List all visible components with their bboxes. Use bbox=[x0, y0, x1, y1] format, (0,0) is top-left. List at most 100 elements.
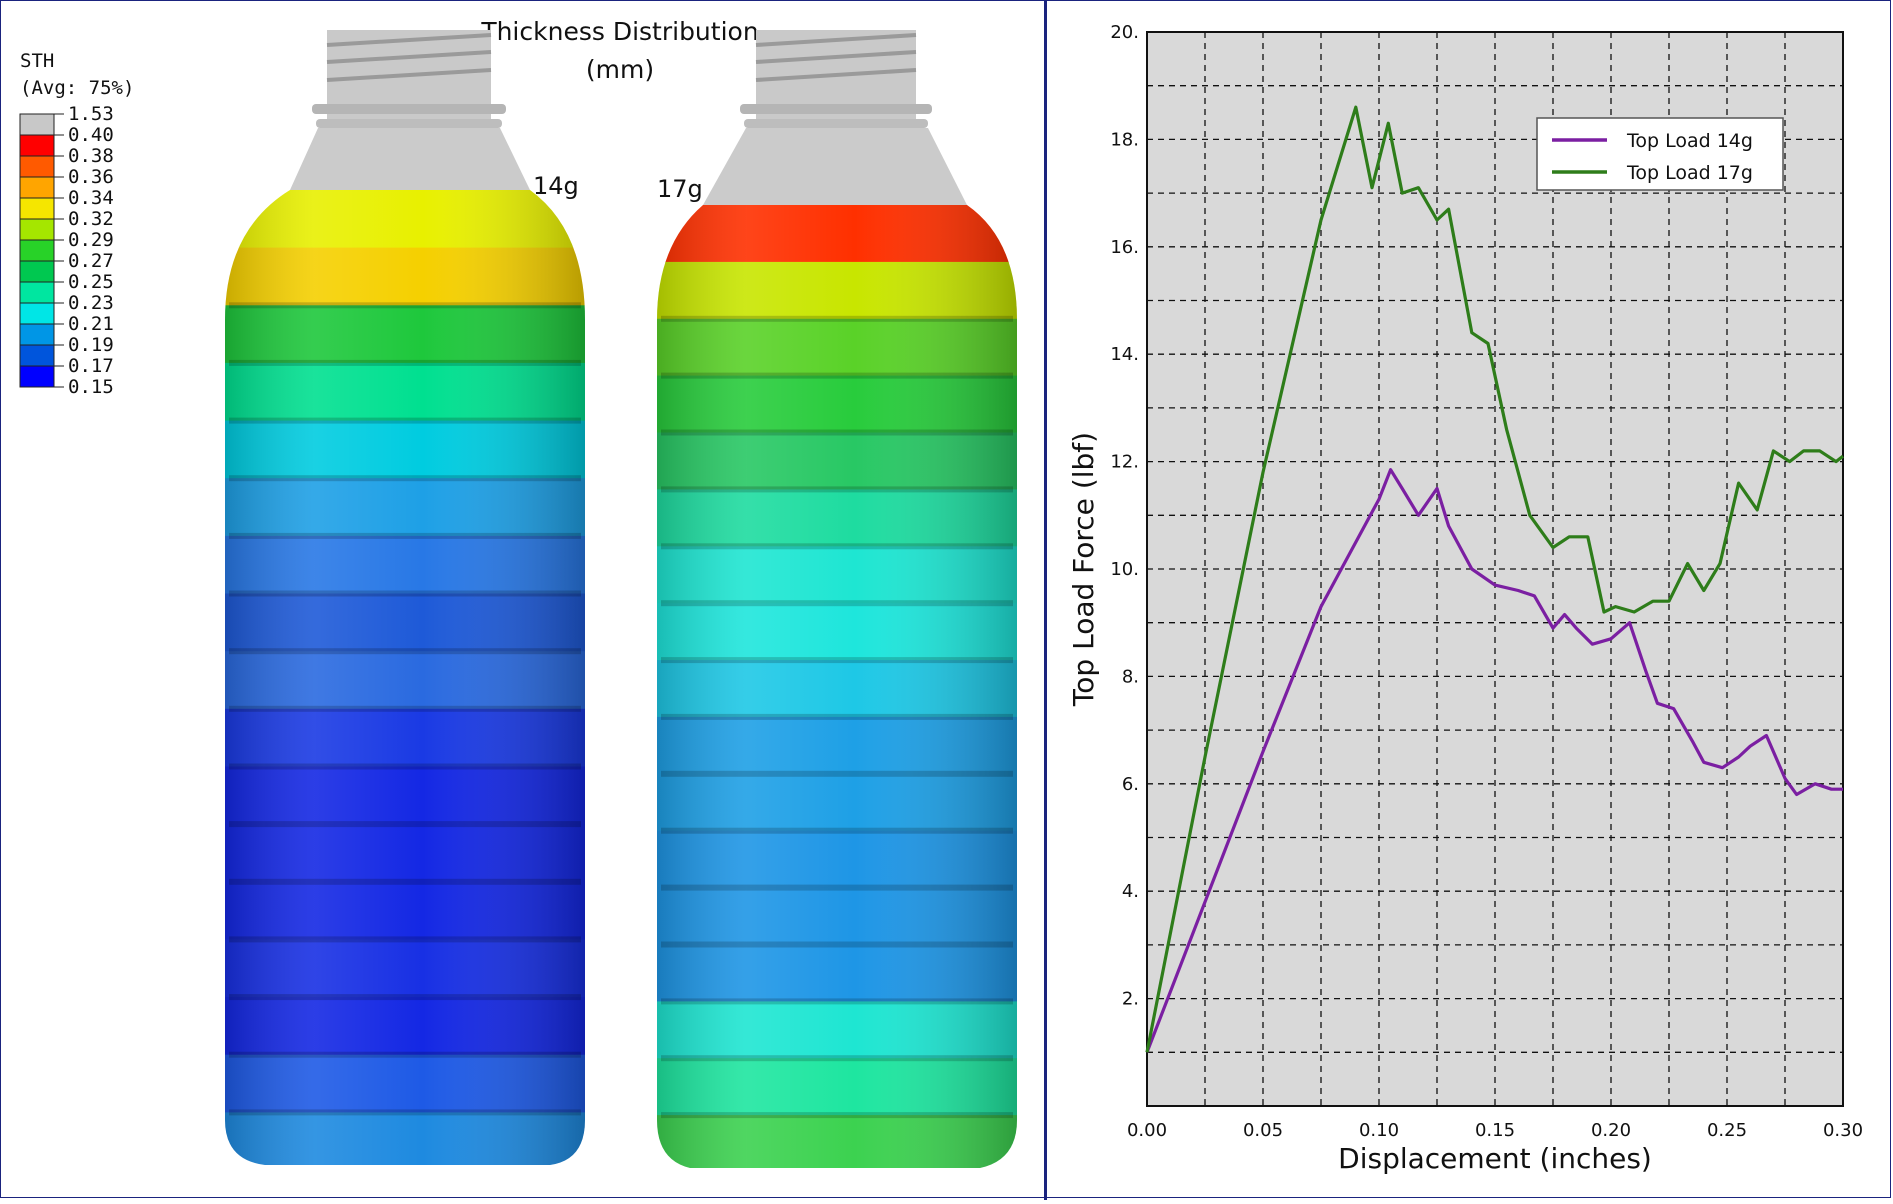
bottle-ring bbox=[316, 119, 502, 128]
legend-swatch bbox=[19, 281, 55, 304]
y-tick-label: 18. bbox=[1110, 129, 1139, 150]
bottle-shading bbox=[225, 190, 585, 1165]
panel-divider bbox=[1044, 0, 1047, 1200]
bottle-ribs bbox=[661, 315, 1013, 1119]
legend-level-label: 0.38 bbox=[68, 145, 114, 167]
series-line-14g bbox=[1145, 468, 1843, 1053]
bottle-rib bbox=[661, 713, 1013, 720]
x-tick-label: 0.15 bbox=[1475, 1120, 1515, 1141]
bottle-rib bbox=[661, 941, 1013, 948]
bottle-14g: 14g bbox=[225, 30, 585, 1165]
legend-level-label: 0.17 bbox=[68, 355, 114, 377]
y-axis-label: Top Load Force (lbf) bbox=[1067, 432, 1100, 707]
legend-swatch bbox=[19, 134, 55, 157]
y-tick-label: 20. bbox=[1110, 22, 1139, 43]
legend-swatch bbox=[19, 365, 55, 388]
top-load-chart-panel: 0.00 0.05 0.10 0.15 0.20 0.25 0.30 2. 4. 6. 8. 10.… bbox=[1047, 0, 1893, 1200]
bottle-rib bbox=[229, 936, 581, 943]
x-tick-label: 0.10 bbox=[1359, 1120, 1399, 1141]
x-tick-label: 0.25 bbox=[1707, 1120, 1747, 1141]
x-axis-label: Displacement (inches) bbox=[1338, 1142, 1652, 1175]
x-tick-label: 0.05 bbox=[1243, 1120, 1283, 1141]
legend-swatch bbox=[19, 218, 55, 241]
legend-level-label: 0.29 bbox=[68, 229, 114, 251]
bottle-rib bbox=[229, 590, 581, 597]
bottle-rib bbox=[661, 486, 1013, 493]
legend-level-label: 0.19 bbox=[68, 334, 114, 356]
bottle-rib bbox=[229, 878, 581, 885]
bottle-rib bbox=[661, 657, 1013, 664]
legend-box bbox=[1536, 117, 1784, 191]
bottle-rib bbox=[229, 532, 581, 539]
y-tick-label: 12. bbox=[1110, 452, 1139, 473]
bottle-rib bbox=[229, 302, 581, 309]
figure-title-line2: (mm) bbox=[586, 55, 654, 84]
bottle-rib bbox=[661, 543, 1013, 550]
y-tick-label: 8. bbox=[1122, 666, 1139, 687]
bottle-thread bbox=[755, 33, 917, 82]
bottle-rib bbox=[661, 1055, 1013, 1062]
y-tick-label: 2. bbox=[1122, 989, 1139, 1010]
bottle-rib bbox=[661, 827, 1013, 834]
bottle-rib bbox=[229, 1051, 581, 1058]
x-tick-label: 0.20 bbox=[1591, 1120, 1631, 1141]
legend-subtitle: (Avg: 75%) bbox=[20, 77, 134, 99]
legend-level-label: 1.53 bbox=[68, 103, 114, 125]
legend-swatch bbox=[19, 344, 55, 367]
legend-swatch bbox=[19, 239, 55, 262]
legend-swatch bbox=[19, 176, 55, 199]
bottle-ring bbox=[312, 104, 506, 114]
series-line-17g bbox=[1145, 105, 1844, 1053]
thickness-panel: STH (Avg: 75%) 1.53 0.40 0.38 0.36 0.34 0.32 0… bbox=[19, 17, 1017, 1168]
y-axis-ticks: 2. 4. 6. 8. 10. 12. 14. 16. 18. 20. bbox=[1110, 22, 1139, 1010]
bottle-rib bbox=[661, 1112, 1013, 1119]
bottle-17g: 17g bbox=[657, 30, 1017, 1168]
legend-swatch bbox=[19, 155, 55, 178]
bottle-shoulder-top bbox=[703, 128, 967, 205]
bottle-ribs bbox=[229, 302, 581, 1116]
legend-levels: 1.530.400.380.360.340.320.290.270.250.23… bbox=[54, 103, 114, 398]
bottle-rib bbox=[661, 770, 1013, 777]
legend-swatch bbox=[19, 113, 55, 136]
thickness-figure: STH (Avg: 75%) 1.530.400.380.360.340.320… bbox=[19, 17, 1017, 1168]
bottle-rib bbox=[229, 1109, 581, 1116]
x-tick-label: 0.30 bbox=[1823, 1120, 1863, 1141]
bottle-shoulder-top bbox=[290, 128, 530, 190]
legend-swatch bbox=[19, 260, 55, 283]
bottle-rib bbox=[229, 994, 581, 1001]
grid-lines bbox=[1147, 32, 1843, 1106]
legend-level-label: 0.21 bbox=[68, 313, 114, 335]
bottle-rib bbox=[229, 648, 581, 655]
bottle-label: 14g bbox=[533, 172, 579, 200]
legend-level-label: 0.27 bbox=[68, 250, 114, 272]
y-tick-label: 4. bbox=[1122, 881, 1139, 902]
bottle-ring bbox=[740, 104, 932, 114]
series-lines bbox=[1145, 105, 1844, 1053]
y-tick-label: 16. bbox=[1110, 237, 1139, 258]
legend-colorbar bbox=[19, 113, 55, 388]
bottle-rib bbox=[229, 417, 581, 424]
legend-level-label: 0.34 bbox=[68, 187, 114, 209]
legend-swatch bbox=[19, 197, 55, 220]
y-tick-label: 14. bbox=[1110, 344, 1139, 365]
bottle-rib bbox=[661, 372, 1013, 379]
bottle-rib bbox=[229, 705, 581, 712]
y-tick-label: 6. bbox=[1122, 774, 1139, 795]
legend-title: STH bbox=[20, 50, 54, 72]
y-tick-label: 10. bbox=[1110, 559, 1139, 580]
bottle-rib bbox=[229, 359, 581, 366]
bottle-ring bbox=[744, 119, 928, 128]
legend-entry: Top Load 14g bbox=[1626, 130, 1753, 152]
bottle-rib bbox=[229, 475, 581, 482]
figure-title-line1: Thickness Distribution bbox=[480, 17, 758, 46]
legend-level-label: 0.25 bbox=[68, 271, 114, 293]
bottle-label: 17g bbox=[657, 175, 703, 203]
bottle-rib bbox=[229, 763, 581, 770]
x-tick-label: 0.00 bbox=[1127, 1120, 1167, 1141]
top-load-chart: 0.00 0.05 0.10 0.15 0.20 0.25 0.30 2. 4. 6. 8. 10.… bbox=[1067, 22, 1863, 1175]
legend-swatch bbox=[19, 323, 55, 346]
legend-level-label: 0.36 bbox=[68, 166, 114, 188]
x-axis-ticks: 0.00 0.05 0.10 0.15 0.20 0.25 0.30 bbox=[1127, 1120, 1863, 1141]
legend-level-label: 0.32 bbox=[68, 208, 114, 230]
